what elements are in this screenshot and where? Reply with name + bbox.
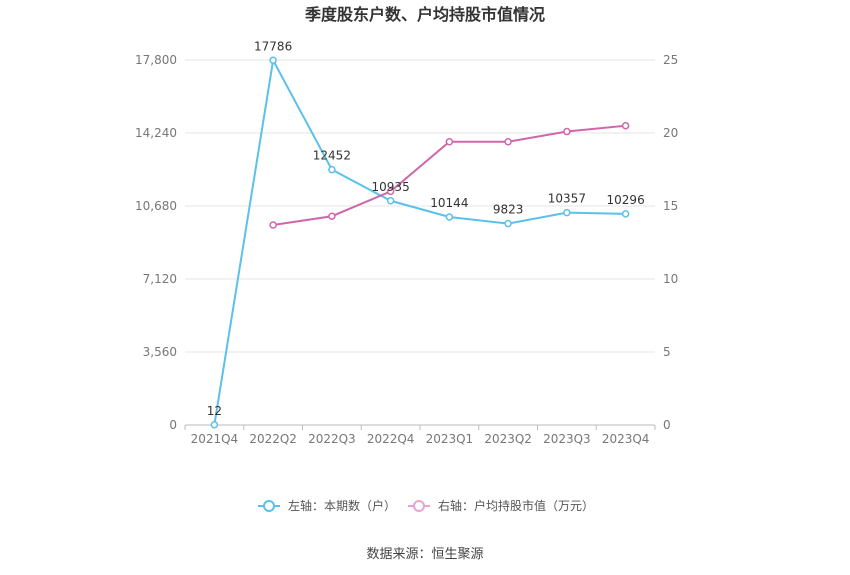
data-label: 10296 xyxy=(607,193,645,207)
series-line-left xyxy=(213,57,626,425)
legend-label-right-series: 右轴：户均持股市值（万元） xyxy=(438,498,594,513)
legend-marker-left-series xyxy=(263,500,275,512)
grid xyxy=(185,59,655,426)
data-point-right[interactable] xyxy=(328,212,336,220)
data-label: 10357 xyxy=(548,192,586,206)
data-source: 数据来源：恒生聚源 xyxy=(366,547,483,562)
axes: 0 3,560 7,120 10,680 14,240 17,800 0 5 10 15 20 25 2… xyxy=(135,53,678,446)
data-point-right[interactable] xyxy=(269,221,277,229)
data-label: 10935 xyxy=(372,180,410,194)
x-axis-tick-label: 2023Q4 xyxy=(602,432,650,446)
data-point-right[interactable] xyxy=(504,138,512,146)
right-axis-tick-label: 10 xyxy=(663,272,678,286)
data-point-right[interactable] xyxy=(621,121,630,130)
left-axis-tick-label: 17,800 xyxy=(135,53,177,67)
data-labels: 12 17786 12452 10935 10144 9823 10357 10296 xyxy=(207,39,645,417)
data-point-left[interactable] xyxy=(445,213,454,221)
right-axis-tick-label: 15 xyxy=(663,199,678,213)
left-axis-tick-label: 14,240 xyxy=(135,126,177,140)
legend: 左轴：本期数（户） 右轴：户均持股市值（万元） xyxy=(258,498,594,513)
left-axis-tick-label: 0 xyxy=(169,418,177,432)
x-axis-tick-label: 2023Q2 xyxy=(484,432,532,446)
left-axis-tick-label: 10,680 xyxy=(135,199,177,213)
data-label: 9823 xyxy=(493,203,524,217)
data-point-left[interactable] xyxy=(621,210,630,218)
x-axis-tick-label: 2022Q3 xyxy=(308,432,356,446)
right-axis-tick-label: 25 xyxy=(663,53,678,67)
x-axis-tick-label: 2021Q4 xyxy=(191,432,239,446)
chart-title: 季度股东户数、户均持股市值情况 xyxy=(304,5,545,24)
data-point-left[interactable] xyxy=(386,197,395,205)
legend-marker-right-series xyxy=(413,500,425,512)
series xyxy=(210,56,630,429)
data-label: 12452 xyxy=(313,149,351,163)
data-label: 10144 xyxy=(430,196,468,210)
data-point-left[interactable] xyxy=(504,219,512,228)
x-axis-tick-label: 2023Q1 xyxy=(426,432,474,446)
data-point-left[interactable] xyxy=(210,421,219,429)
right-axis-tick-label: 20 xyxy=(663,126,678,140)
data-point-left[interactable] xyxy=(563,208,571,217)
legend-item-right-series[interactable]: 右轴：户均持股市值（万元） xyxy=(408,498,594,513)
right-axis-tick-label: 0 xyxy=(663,418,671,432)
legend-label-left-series: 左轴：本期数（户） xyxy=(288,498,396,513)
data-point-left[interactable] xyxy=(269,56,277,65)
left-axis-tick-label: 7,120 xyxy=(143,272,177,286)
data-point-right[interactable] xyxy=(386,187,395,196)
data-point-right[interactable] xyxy=(445,138,454,146)
legend-item-left-series[interactable]: 左轴：本期数（户） xyxy=(258,498,396,513)
data-point-left[interactable] xyxy=(328,165,336,174)
data-point-right[interactable] xyxy=(563,127,571,136)
right-axis-tick-label: 5 xyxy=(663,345,671,359)
x-axis-tick-label: 2023Q3 xyxy=(543,432,591,446)
data-label: 12 xyxy=(207,404,222,418)
x-axis-tick-label: 2022Q4 xyxy=(367,432,415,446)
x-axis-tick-label: 2022Q2 xyxy=(249,432,297,446)
data-label: 17786 xyxy=(254,39,292,53)
left-axis-tick-label: 3,560 xyxy=(143,345,177,359)
